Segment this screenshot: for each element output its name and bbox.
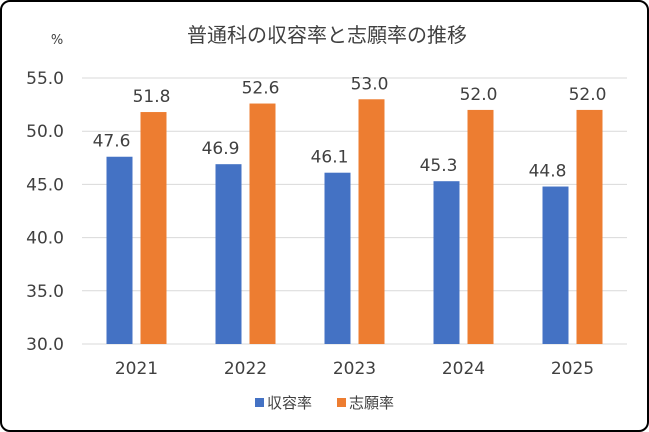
data-label: 52.0 (460, 85, 498, 105)
bar (106, 156, 133, 344)
data-label: 45.3 (420, 156, 458, 176)
data-label: 52.6 (242, 79, 280, 99)
y-tick-label: 45.0 (26, 175, 64, 195)
bar (467, 109, 494, 344)
bar (542, 186, 569, 344)
bar (433, 181, 460, 344)
data-label: 53.0 (351, 74, 389, 94)
x-axis: 2021 2022 2023 2024 2025 (115, 359, 594, 379)
chart-title: 普通科の収容率と志願率の推移 (187, 23, 467, 47)
legend: 収容率 志願率 (255, 394, 394, 412)
legend-label: 収容率 (267, 394, 312, 412)
y-tick-label: 30.0 (26, 335, 64, 355)
data-label: 46.9 (202, 139, 240, 159)
y-tick-label: 35.0 (26, 282, 64, 302)
x-tick-label: 2025 (551, 359, 594, 379)
data-labels: 47.6 51.8 46.9 52.6 46.1 53.0 45.3 52.0 44.8 52.0 (93, 74, 607, 181)
x-tick-label: 2023 (333, 359, 376, 379)
y-tick-label: 50.0 (26, 122, 64, 142)
bar (215, 164, 242, 344)
data-label: 47.6 (93, 132, 131, 152)
data-label: 52.0 (569, 85, 607, 105)
y-tick-label: 55.0 (26, 69, 64, 89)
legend-swatch (255, 398, 264, 407)
x-tick-label: 2024 (442, 359, 485, 379)
data-label: 51.8 (133, 87, 171, 107)
legend-swatch (337, 398, 346, 407)
y-tick-label: 40.0 (26, 229, 64, 249)
y-axis: 30.0 35.0 40.0 45.0 50.0 55.0 (26, 69, 64, 355)
y-axis-unit-label: % (51, 33, 63, 48)
bar (249, 103, 276, 344)
bar (358, 99, 385, 344)
gridlines (82, 77, 627, 345)
bars (106, 99, 603, 344)
data-label: 46.1 (311, 148, 349, 168)
x-tick-label: 2021 (115, 359, 158, 379)
bar (140, 112, 167, 344)
legend-label: 志願率 (349, 394, 394, 412)
data-label: 44.8 (529, 162, 567, 182)
bar (324, 172, 351, 344)
bar (576, 109, 603, 344)
x-tick-label: 2022 (224, 359, 267, 379)
